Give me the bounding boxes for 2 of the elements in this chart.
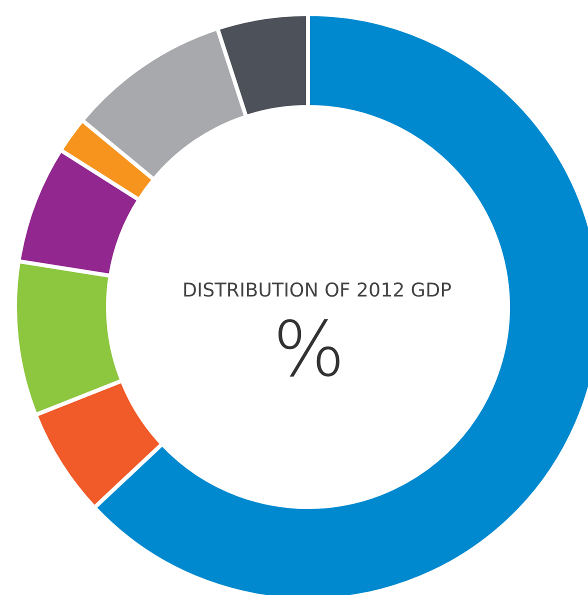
text: DISTRIBUTION OF 2012 GDP [182, 280, 452, 302]
text: % [272, 304, 346, 394]
